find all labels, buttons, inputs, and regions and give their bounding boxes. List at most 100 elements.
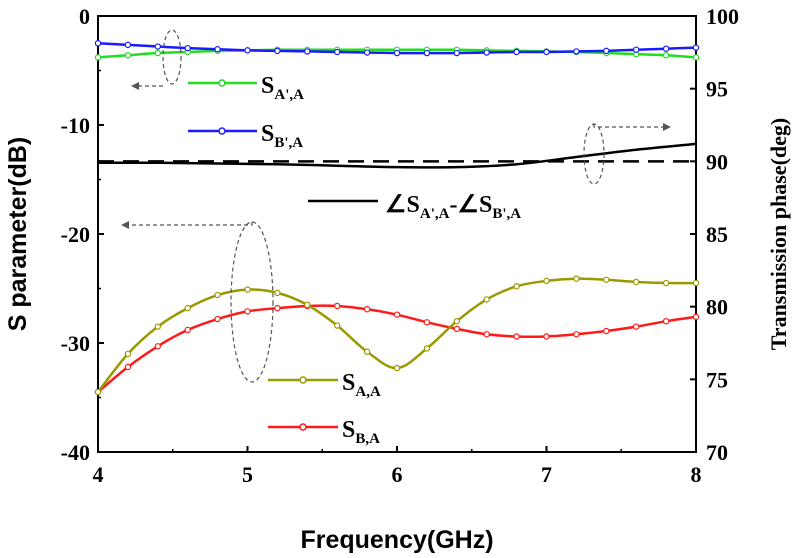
y2-tick-label: 80 xyxy=(706,295,728,320)
series-point-3 xyxy=(573,331,580,338)
series-point-3 xyxy=(334,302,341,310)
legend-label-s-bprime-a-main: S xyxy=(261,121,274,147)
series-point-1 xyxy=(334,48,341,56)
legend-marker-s-b-a xyxy=(299,423,307,431)
series-point-1 xyxy=(304,48,311,55)
series-point-3 xyxy=(214,315,221,323)
series-point-2 xyxy=(453,318,460,325)
series-point-3 xyxy=(274,304,281,312)
series-point-2 xyxy=(124,350,132,358)
series-point-3 xyxy=(244,308,251,315)
legend-s-aprime-a: SA',A xyxy=(188,73,304,103)
x-tick-label: 5 xyxy=(242,462,253,487)
legend-phase-part1: ∠S xyxy=(385,192,420,218)
series-point-1 xyxy=(214,46,221,53)
x-tick-label: 4 xyxy=(93,462,104,487)
series-line-2 xyxy=(97,277,697,393)
series-point-1 xyxy=(483,49,490,56)
series-point-2 xyxy=(603,276,610,283)
series-point-3 xyxy=(543,333,550,340)
legend-phase-sub2: B',A xyxy=(492,206,521,222)
annotation-ellipse-top-left xyxy=(162,29,182,85)
arrowhead-left-top xyxy=(131,82,139,90)
series-point-1 xyxy=(94,40,102,47)
legend-label-s-a-a: SA,A xyxy=(342,370,381,400)
arrowhead-left-lower xyxy=(121,221,129,229)
series-point-2 xyxy=(274,289,281,297)
y2-tick-label: 95 xyxy=(706,77,728,102)
series-line-3 xyxy=(97,304,697,394)
legend-label-s-b-a-main: S xyxy=(342,417,355,443)
x-axis-title: Frequency(GHz) xyxy=(300,526,493,554)
series-point-2 xyxy=(633,278,640,286)
legend-marker-s-a-a xyxy=(299,376,307,384)
y-axis-title: S parameter(dB) xyxy=(4,137,32,332)
y-tick-label: 0 xyxy=(79,4,90,29)
series-lines xyxy=(94,40,700,396)
series-point-1 xyxy=(662,45,670,52)
series-point-0 xyxy=(94,54,102,61)
y-tick-labels: 0 -10 -20 -30 -40 xyxy=(61,4,90,465)
y2-axis-title: Transmission phase(deg) xyxy=(766,118,791,350)
series-point-1 xyxy=(363,49,371,56)
series-point-3 xyxy=(124,363,132,371)
legend-label-s-aprime-a-main: S xyxy=(261,73,274,99)
series-point-3 xyxy=(662,318,670,325)
series-point-2 xyxy=(214,291,221,299)
legend-s-b-a: SB,A xyxy=(268,417,380,447)
series-point-2 xyxy=(483,296,490,303)
series-point-3 xyxy=(603,327,610,335)
series-point-1 xyxy=(573,48,580,55)
legend-marker-s-aprime-a xyxy=(218,79,226,87)
series-point-3 xyxy=(184,326,191,334)
series-point-1 xyxy=(184,44,191,52)
y2-tick-label: 75 xyxy=(706,367,728,392)
y2-tick-label: 90 xyxy=(706,149,728,174)
series-point-1 xyxy=(692,44,700,51)
series-point-2 xyxy=(573,275,580,282)
series-point-2 xyxy=(244,286,251,293)
series-point-0 xyxy=(662,52,670,59)
y2-tick-label: 85 xyxy=(706,222,728,247)
series-point-1 xyxy=(274,47,281,55)
y-tick-label: -10 xyxy=(61,113,90,138)
y2-tick-label: 100 xyxy=(706,4,739,29)
series-point-1 xyxy=(393,49,401,57)
series-point-0 xyxy=(154,49,161,57)
legend-phase-part2: -∠S xyxy=(449,192,492,218)
legend-label-s-a-a-sub: A,A xyxy=(355,384,381,400)
y-tick-label: -20 xyxy=(61,222,90,247)
series-line-4 xyxy=(97,142,697,169)
series-point-3 xyxy=(154,343,161,350)
series-point-1 xyxy=(603,47,610,55)
y-tick-label: -40 xyxy=(61,440,90,465)
plot-frame xyxy=(97,15,697,453)
legend-s-bprime-a: SB',A xyxy=(188,121,303,151)
annotation-arrow-phase xyxy=(593,124,664,128)
legend-label-phase-diff: ∠SA',A-∠SB',A xyxy=(385,192,521,222)
legend-label-s-b-a-sub: B,A xyxy=(355,431,380,447)
legend-label-s-aprime-a-sub: A',A xyxy=(274,87,304,103)
y2-tick-label: 70 xyxy=(706,440,728,465)
legend-marker-s-bprime-a xyxy=(218,127,226,135)
series-point-3 xyxy=(453,325,460,333)
legend-label-s-aprime-a: SA',A xyxy=(261,73,304,103)
series-point-2 xyxy=(393,364,401,372)
series-point-2 xyxy=(184,304,191,312)
series-point-3 xyxy=(483,331,490,338)
series-point-2 xyxy=(94,388,102,396)
series-point-2 xyxy=(543,277,550,285)
annotation-ellipse-lower xyxy=(230,221,274,383)
legend-label-s-b-a: SB,A xyxy=(342,417,380,447)
series-point-1 xyxy=(154,43,161,50)
x-tick-label: 8 xyxy=(691,462,702,487)
series-point-1 xyxy=(543,48,550,56)
legend-label-s-bprime-a-sub: B',A xyxy=(274,135,303,151)
series-point-2 xyxy=(692,279,700,287)
x-tick-label: 7 xyxy=(541,462,552,487)
annotation-arrowheads xyxy=(121,82,671,229)
legend-label-s-bprime-a: SB',A xyxy=(261,121,303,151)
arrowhead-right-phase xyxy=(663,123,671,131)
series-point-1 xyxy=(633,46,640,53)
